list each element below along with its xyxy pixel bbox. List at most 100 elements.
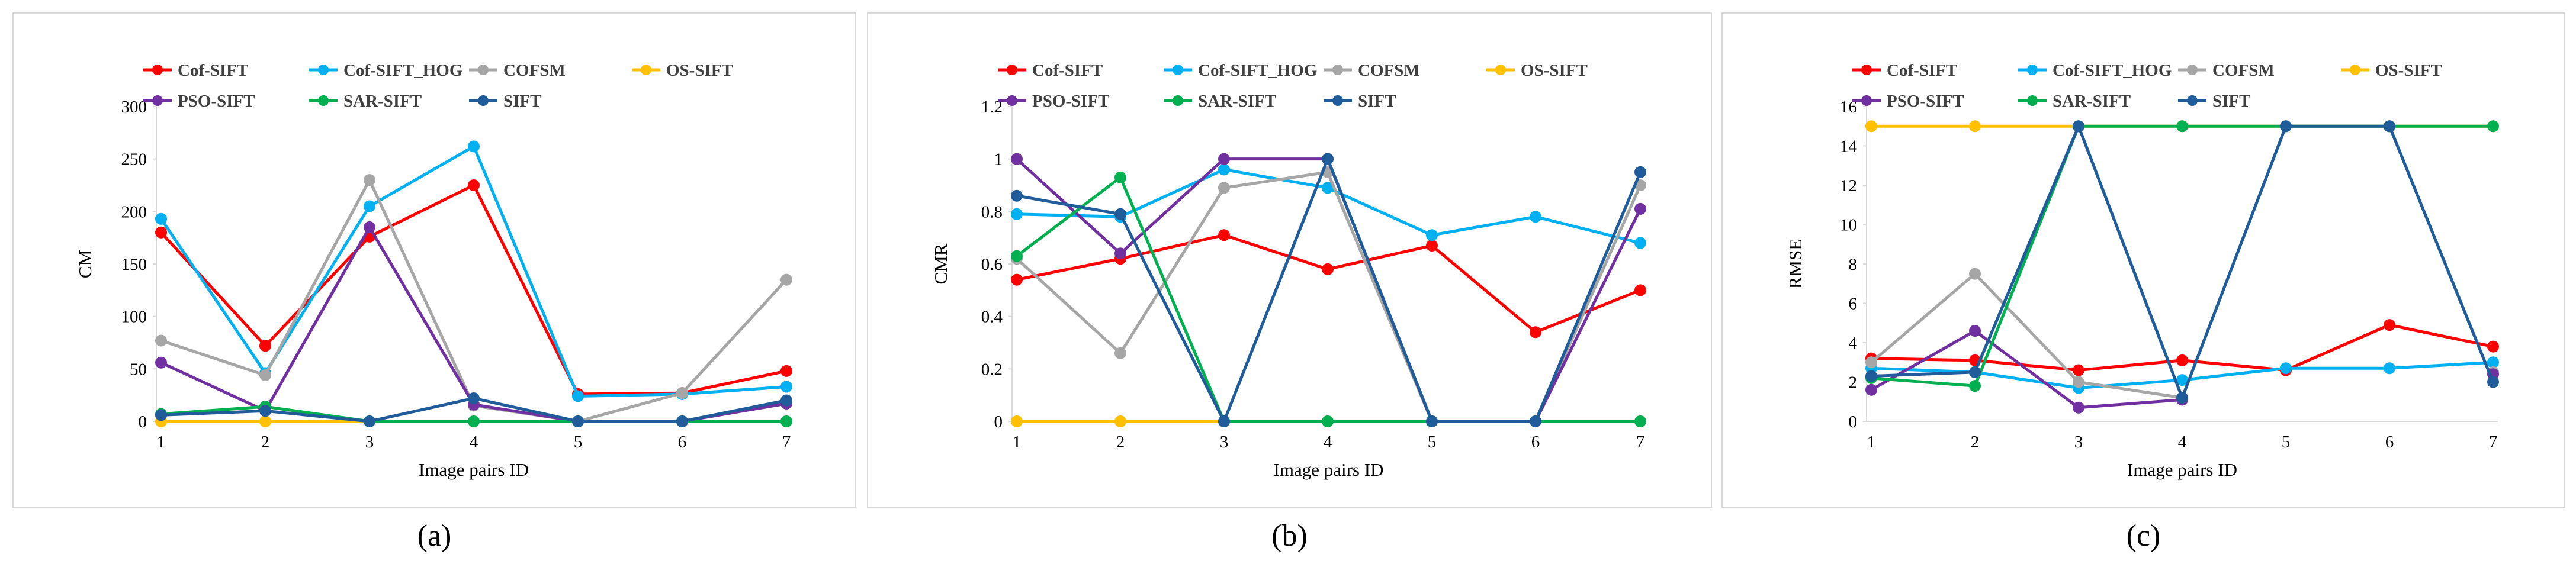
data-point xyxy=(1530,415,1541,427)
data-point xyxy=(676,387,688,399)
chart-frame xyxy=(867,12,1712,508)
legend-label: Cof-SIFT_HOG xyxy=(1198,61,1317,80)
legend-swatch-marker xyxy=(1332,65,1343,75)
y-tick-label: 8 xyxy=(1849,255,1858,274)
legend-swatch-marker xyxy=(1495,65,1506,75)
legend-swatch-marker xyxy=(318,65,329,75)
data-point xyxy=(780,365,792,377)
legend-item: PSO-SIFT xyxy=(998,92,1110,111)
legend-swatch-marker xyxy=(1332,95,1343,106)
data-point xyxy=(1218,163,1230,176)
data-point xyxy=(1634,284,1646,296)
data-point xyxy=(1969,366,1981,378)
legend-label: Cof-SIFT xyxy=(1032,61,1103,80)
data-point xyxy=(1530,326,1541,339)
data-point xyxy=(2176,374,2188,386)
data-point xyxy=(676,415,688,427)
x-tick-label: 2 xyxy=(1116,433,1125,452)
legend-swatch-marker xyxy=(2027,95,2038,106)
legend-item: COFSM xyxy=(1324,61,1420,80)
y-tick-label: 6 xyxy=(1849,295,1858,314)
data-point xyxy=(2280,120,2292,133)
x-tick-label: 4 xyxy=(1324,433,1332,452)
data-point xyxy=(259,340,271,352)
legend-swatch-marker xyxy=(478,65,489,75)
data-point xyxy=(2073,401,2084,414)
data-point xyxy=(1218,153,1230,165)
data-point xyxy=(364,221,375,233)
y-axis-title: CMR xyxy=(930,243,951,284)
legend-item: SAR-SIFT xyxy=(2018,92,2131,111)
y-tick-label: 250 xyxy=(121,150,147,169)
panel-label: (b) xyxy=(1271,519,1308,553)
y-tick-label: 0.2 xyxy=(981,360,1003,379)
data-point xyxy=(1969,268,1981,280)
x-tick-label: 5 xyxy=(2282,433,2291,452)
data-point xyxy=(364,415,375,427)
legend-label: Cof-SIFT xyxy=(178,61,248,80)
y-tick-label: 300 xyxy=(121,98,147,117)
data-point xyxy=(468,140,480,153)
data-point xyxy=(1322,153,1334,165)
legend-label: OS-SIFT xyxy=(666,61,733,80)
x-tick-label: 7 xyxy=(782,433,791,452)
y-tick-label: 10 xyxy=(1840,216,1857,235)
data-point xyxy=(1011,208,1023,220)
data-point xyxy=(1322,263,1334,275)
data-point xyxy=(155,409,167,421)
data-point xyxy=(1865,370,1877,382)
data-point xyxy=(2487,356,2499,369)
data-point xyxy=(468,415,480,427)
data-point xyxy=(1114,415,1126,427)
data-point xyxy=(1011,273,1023,286)
x-tick-label: 3 xyxy=(1220,433,1229,452)
data-point xyxy=(259,415,271,427)
data-point xyxy=(1218,182,1230,194)
x-tick-label: 3 xyxy=(2074,433,2083,452)
data-point xyxy=(2487,376,2499,388)
series-SIFT xyxy=(1011,153,1646,427)
data-point xyxy=(780,273,792,286)
data-point xyxy=(2073,120,2084,133)
x-axis-title: Image pairs ID xyxy=(1274,459,1384,480)
data-point xyxy=(1969,380,1981,392)
y-tick-label: 0 xyxy=(1849,412,1858,431)
data-point xyxy=(1865,383,1877,396)
legend-item: COFSM xyxy=(2178,61,2275,80)
chart-panel-1: 0 50 100 150 200 250 300 1 2 3 4 5 6 7 Image pairs ID C… xyxy=(12,12,856,508)
y-tick-label: 14 xyxy=(1840,137,1858,156)
y-tick-label: 2 xyxy=(1849,373,1858,392)
x-tick-label: 6 xyxy=(2385,433,2394,452)
data-point xyxy=(1011,189,1023,202)
legend-label: SIFT xyxy=(2212,92,2250,111)
y-tick-label: 200 xyxy=(121,202,147,221)
x-tick-label: 5 xyxy=(1428,433,1437,452)
data-point xyxy=(155,226,167,239)
legend-label: SAR-SIFT xyxy=(2053,92,2131,111)
data-point xyxy=(780,381,792,393)
legend-item: Cof-SIFT_HOG xyxy=(1164,61,1317,80)
data-point xyxy=(468,392,480,404)
legend-label: SIFT xyxy=(1358,92,1396,111)
data-point xyxy=(259,405,271,417)
data-point xyxy=(2073,376,2084,388)
data-point xyxy=(1530,211,1541,223)
legend-item: SIFT xyxy=(2178,92,2250,111)
panel-label: (a) xyxy=(417,519,452,553)
data-point xyxy=(1969,325,1981,337)
legend-swatch-marker xyxy=(641,65,651,75)
data-point xyxy=(364,200,375,212)
y-tick-label: 0 xyxy=(139,412,147,431)
series-SIFT xyxy=(155,392,792,427)
y-tick-label: 4 xyxy=(1849,334,1858,353)
y-tick-label: 0.4 xyxy=(981,308,1003,327)
y-tick-label: 100 xyxy=(121,308,147,327)
data-point xyxy=(2073,364,2084,376)
legend-label: COFSM xyxy=(503,61,566,80)
y-axis-title: RMSE xyxy=(1785,239,1806,289)
legend-item: SAR-SIFT xyxy=(1164,92,1276,111)
x-tick-label: 5 xyxy=(574,433,583,452)
